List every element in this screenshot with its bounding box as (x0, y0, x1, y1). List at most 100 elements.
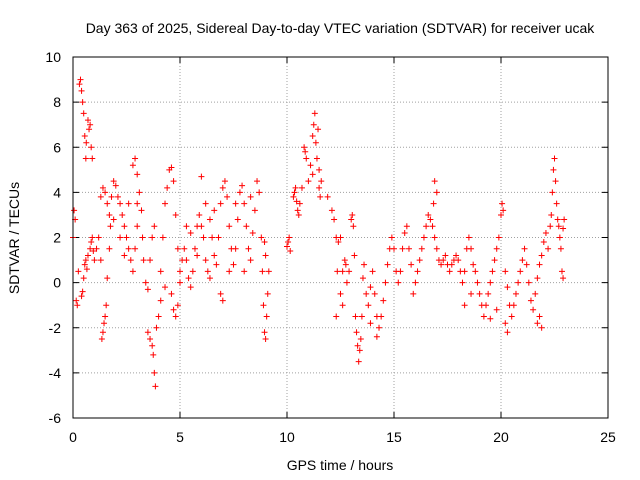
data-point (309, 132, 316, 139)
axis-ticks: 0 5 10 15 20 25 -6 -4 -2 0 2 4 6 8 10 (45, 49, 616, 445)
data-point (312, 139, 319, 146)
data-point (230, 261, 237, 268)
data-point (108, 193, 115, 200)
data-point (134, 171, 141, 178)
data-point (401, 229, 408, 236)
data-point (448, 261, 455, 268)
data-point (121, 223, 128, 230)
data-point (162, 284, 169, 291)
data-point (508, 313, 515, 320)
data-point (423, 223, 430, 230)
data-point (455, 257, 462, 264)
data-point (431, 234, 438, 241)
data-point (324, 193, 331, 200)
data-point (358, 313, 365, 320)
data-point (399, 245, 406, 252)
data-point (110, 178, 117, 185)
data-point (202, 200, 209, 207)
data-point (117, 200, 124, 207)
data-point (367, 320, 374, 327)
data-point (219, 184, 226, 191)
data-point (89, 234, 96, 241)
data-point (77, 76, 84, 83)
data-point (261, 329, 268, 336)
data-point (151, 223, 158, 230)
data-point (147, 336, 154, 343)
data-point (264, 290, 271, 297)
data-point (134, 223, 141, 230)
data-point (134, 200, 141, 207)
data-point (397, 268, 404, 275)
data-point (348, 216, 355, 223)
data-point (337, 290, 344, 297)
data-point (187, 229, 194, 236)
data-point (352, 313, 359, 320)
data-point (213, 261, 220, 268)
data-point (461, 268, 468, 275)
data-point (561, 216, 568, 223)
data-point (125, 245, 132, 252)
data-point (369, 268, 376, 275)
data-point (147, 257, 154, 264)
data-point (542, 229, 549, 236)
data-point (552, 178, 559, 185)
data-point (226, 223, 233, 230)
data-point (83, 139, 90, 146)
data-point (172, 313, 179, 320)
data-point (476, 290, 483, 297)
data-point (342, 261, 349, 268)
x-tick-label: 0 (69, 429, 77, 445)
data-point (427, 216, 434, 223)
data-point (149, 342, 156, 349)
data-point (262, 336, 269, 343)
data-point (333, 313, 340, 320)
data-point (560, 225, 567, 232)
data-point (196, 211, 203, 218)
data-point (540, 239, 547, 246)
data-point (354, 342, 361, 349)
data-point (247, 257, 254, 264)
data-point (123, 234, 130, 241)
data-point (198, 173, 205, 180)
data-point (106, 211, 113, 218)
data-point (328, 207, 335, 214)
data-point (429, 223, 436, 230)
data-point (232, 245, 239, 252)
y-tick-label: 2 (53, 230, 61, 246)
data-point (433, 245, 440, 252)
data-point (110, 216, 117, 223)
data-point (341, 257, 348, 264)
data-point (206, 275, 213, 282)
data-point (525, 279, 532, 286)
data-point (499, 200, 506, 207)
data-point (555, 223, 562, 230)
data-point (316, 166, 323, 173)
data-point (232, 200, 239, 207)
data-point (549, 189, 556, 196)
data-point (181, 245, 188, 252)
data-point (168, 164, 175, 171)
x-tick-label: 15 (386, 429, 402, 445)
data-point (153, 324, 160, 331)
data-point (311, 110, 318, 117)
y-tick-label: -4 (49, 365, 62, 381)
data-point (287, 248, 294, 255)
data-point (102, 313, 109, 320)
data-point (545, 245, 552, 252)
data-point (79, 99, 86, 106)
data-point (127, 257, 134, 264)
data-point (87, 121, 94, 128)
data-point (532, 290, 539, 297)
data-point (548, 211, 555, 218)
data-point (157, 297, 164, 304)
data-point (73, 297, 80, 304)
data-point (334, 268, 341, 275)
data-point (114, 193, 121, 200)
x-tick-label: 10 (279, 429, 295, 445)
data-point (91, 257, 98, 264)
data-point (144, 329, 151, 336)
x-tick-label: 20 (493, 429, 509, 445)
data-point (487, 315, 494, 322)
